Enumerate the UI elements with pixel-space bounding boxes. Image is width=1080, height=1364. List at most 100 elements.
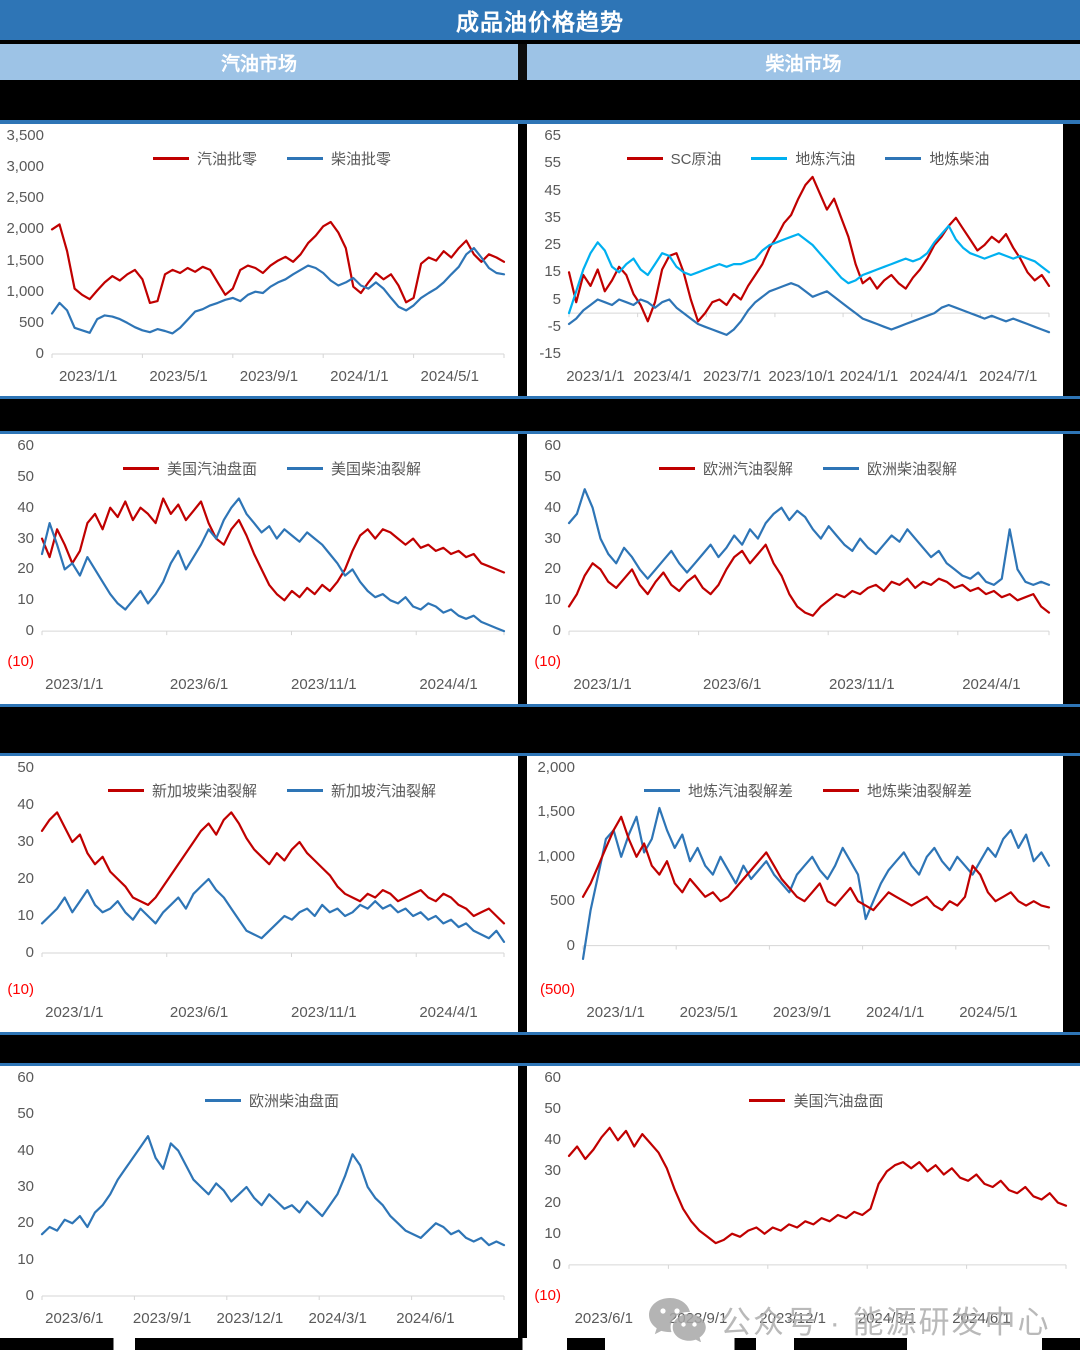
line-chart-svg xyxy=(40,811,506,957)
y-axis-tick-label: 40 xyxy=(17,796,34,813)
x-axis-tick-label: 2024/6/1 xyxy=(952,1310,1011,1327)
page-title: 成品油价格趋势 xyxy=(456,9,624,35)
column-header-gasoline: 汽油市场 xyxy=(0,44,518,80)
x-axis-tick-label: 2023/4/1 xyxy=(633,368,692,385)
y-axis-tick-label: 10 xyxy=(544,591,561,609)
watermark-text: 公众号 · 能源研发中心 xyxy=(720,1304,1051,1340)
chart-panel-us-gasoline-flat: 美国汽油盘面6050403020100(10)2023/6/12023/9/12… xyxy=(527,1066,1080,1338)
y-axis-tick-label: 5 xyxy=(552,290,561,308)
legend-item: 欧洲汽油裂解 xyxy=(658,458,793,479)
x-axis-tick-label: 2023/6/1 xyxy=(169,1004,229,1021)
chart-legend: 欧洲汽油裂解 欧洲柴油裂解 xyxy=(567,458,1049,479)
y-axis-tick-label: 40 xyxy=(544,498,561,516)
line-chart-svg xyxy=(567,175,1051,336)
column-divider xyxy=(518,44,527,80)
y-axis-tick-label: 60 xyxy=(544,1069,561,1086)
y-axis-tick-label: 50 xyxy=(17,759,34,776)
x-axis-tick-label: 2024/1/1 xyxy=(330,368,389,385)
redacted-band xyxy=(0,80,1080,124)
y-axis-tick-label: 0 xyxy=(552,1255,561,1273)
y-axis-tick-label: 10 xyxy=(544,1224,561,1242)
watermark: 公众号 · 能源研发中心 xyxy=(648,1296,1051,1342)
right-edge-band xyxy=(1063,434,1080,704)
chart-legend: 欧洲柴油盘面 xyxy=(40,1090,504,1111)
chart-legend: 地炼汽油裂解差 地炼柴油裂解差 xyxy=(567,780,1049,801)
legend-item: 欧洲柴油盘面 xyxy=(204,1090,339,1111)
x-axis-tick-label: 2023/1/1 xyxy=(45,1004,104,1021)
x-axis-tick-label: 2024/4/1 xyxy=(909,368,968,385)
column-header-diesel: 柴油市场 xyxy=(527,44,1080,80)
x-axis-tick-label: 2023/6/1 xyxy=(574,1310,633,1327)
legend-label: 新加坡汽油裂解 xyxy=(331,783,437,800)
legend-line-swatch xyxy=(626,157,663,160)
legend-label: 地炼汽油 xyxy=(795,151,856,168)
legend-label: 欧洲柴油盘面 xyxy=(248,1093,339,1110)
legend-item: 美国汽油盘面 xyxy=(122,458,257,479)
legend-item: 新加坡汽油裂解 xyxy=(287,780,436,801)
y-axis-tick-label: 55 xyxy=(544,154,561,172)
line-chart-svg xyxy=(567,1126,1068,1269)
y-axis-tick-label: 60 xyxy=(544,437,561,454)
y-axis-tick-label: 2,500 xyxy=(6,189,44,207)
y-axis-tick-label: 20 xyxy=(17,870,34,887)
y-axis-tick-label: 1,000 xyxy=(6,282,44,300)
x-axis-tick-label: 2024/4/1 xyxy=(962,676,1021,693)
y-axis-tick-label: 40 xyxy=(17,1141,34,1159)
x-axis-tick-label: 2023/12/1 xyxy=(759,1310,826,1327)
x-axis-tick-label: 2023/11/1 xyxy=(828,676,895,693)
y-axis-tick-label: 1,500 xyxy=(6,251,44,269)
legend-item: 美国汽油盘面 xyxy=(749,1090,884,1111)
y-axis-tick-label: 0 xyxy=(25,622,34,640)
legend-line-swatch xyxy=(885,157,922,160)
legend-label: 美国汽油盘面 xyxy=(166,461,257,478)
legend-line-swatch xyxy=(152,157,189,160)
chart-panel-eu-diesel-flat: 欧洲柴油盘面 60 50 40 30 20 10 0 2023/6/1 2023/9/1 2023/… xyxy=(0,1066,518,1338)
chart-row-2: 美国汽油盘面 美国柴油裂解 60 50 40 30 20 10 0 (10) 2023/1/1 202… xyxy=(0,434,1080,704)
y-axis-tick-label: 50 xyxy=(17,467,34,485)
y-axis-tick-label: (10) xyxy=(534,1287,561,1304)
y-axis-tick-label: 35 xyxy=(544,208,561,226)
legend-label: SC原油 xyxy=(670,151,722,168)
chart-panel-sc-crude: SC原油 地炼汽油 地炼柴油 65 55 45 35 25 15 5 -5 -15 2023/1/1 20… xyxy=(527,124,1063,396)
x-axis-tick-label: 2023/11/1 xyxy=(291,676,357,693)
chart-legend: 汽油批零 柴油批零 xyxy=(40,148,504,169)
x-axis-tick-label: 2023/9/1 xyxy=(132,1310,192,1327)
x-axis-tick-label: 2023/6/1 xyxy=(169,676,229,693)
y-axis-tick-label: 30 xyxy=(544,1162,561,1180)
y-axis-tick-label: 15 xyxy=(544,263,561,281)
x-axis-tick-label: 2023/9/1 xyxy=(239,368,299,385)
y-axis-tick-label: (10) xyxy=(7,981,34,998)
legend-line-swatch xyxy=(204,1099,241,1102)
x-axis-tick-label: 2023/1/1 xyxy=(45,676,104,693)
x-axis-tick-label: 2023/1/1 xyxy=(58,368,118,385)
y-axis-tick-label: 0 xyxy=(35,345,44,362)
line-chart-svg xyxy=(50,220,506,358)
y-axis-tick-label: 3,500 xyxy=(6,127,44,144)
y-axis-tick-label: 60 xyxy=(17,437,34,454)
x-axis-tick-label: 2023/9/1 xyxy=(772,1004,832,1021)
legend-label: 欧洲汽油裂解 xyxy=(702,461,793,478)
y-axis-tick-label: -5 xyxy=(547,317,561,335)
x-axis-tick-label: 2024/1/1 xyxy=(839,368,899,385)
x-axis-tick-label: 2024/4/1 xyxy=(419,1004,478,1021)
legend-line-swatch xyxy=(823,467,859,470)
chart-legend: 美国汽油盘面 xyxy=(567,1090,1066,1111)
y-axis-tick-label: (500) xyxy=(539,981,575,998)
y-axis-tick-label: 1,500 xyxy=(537,803,575,821)
y-axis-tick-label: 60 xyxy=(17,1069,34,1086)
x-axis-tick-label: 2023/1/1 xyxy=(566,368,625,385)
y-axis-tick-label: 0 xyxy=(566,936,575,954)
legend-label: 地炼柴油 xyxy=(929,151,990,168)
y-axis-tick-label: 20 xyxy=(544,1193,561,1211)
wechat-icon xyxy=(649,1298,706,1342)
legend-label: 美国柴油裂解 xyxy=(331,461,422,478)
y-axis-tick-label: 2,000 xyxy=(6,220,44,238)
column-divider xyxy=(518,434,527,704)
legend-line-swatch xyxy=(823,789,859,792)
chart-panel-teapot-crack-spreads: 地炼汽油裂解差 地炼柴油裂解差 2,000 1,500 1,000 500 0 (500) 20… xyxy=(527,756,1063,1032)
legend-item: 欧洲柴油裂解 xyxy=(823,458,957,479)
y-axis-tick-label: -15 xyxy=(539,345,561,362)
x-axis-tick-label: 2023/12/1 xyxy=(216,1310,284,1327)
legend-label: 柴油批零 xyxy=(331,151,392,168)
